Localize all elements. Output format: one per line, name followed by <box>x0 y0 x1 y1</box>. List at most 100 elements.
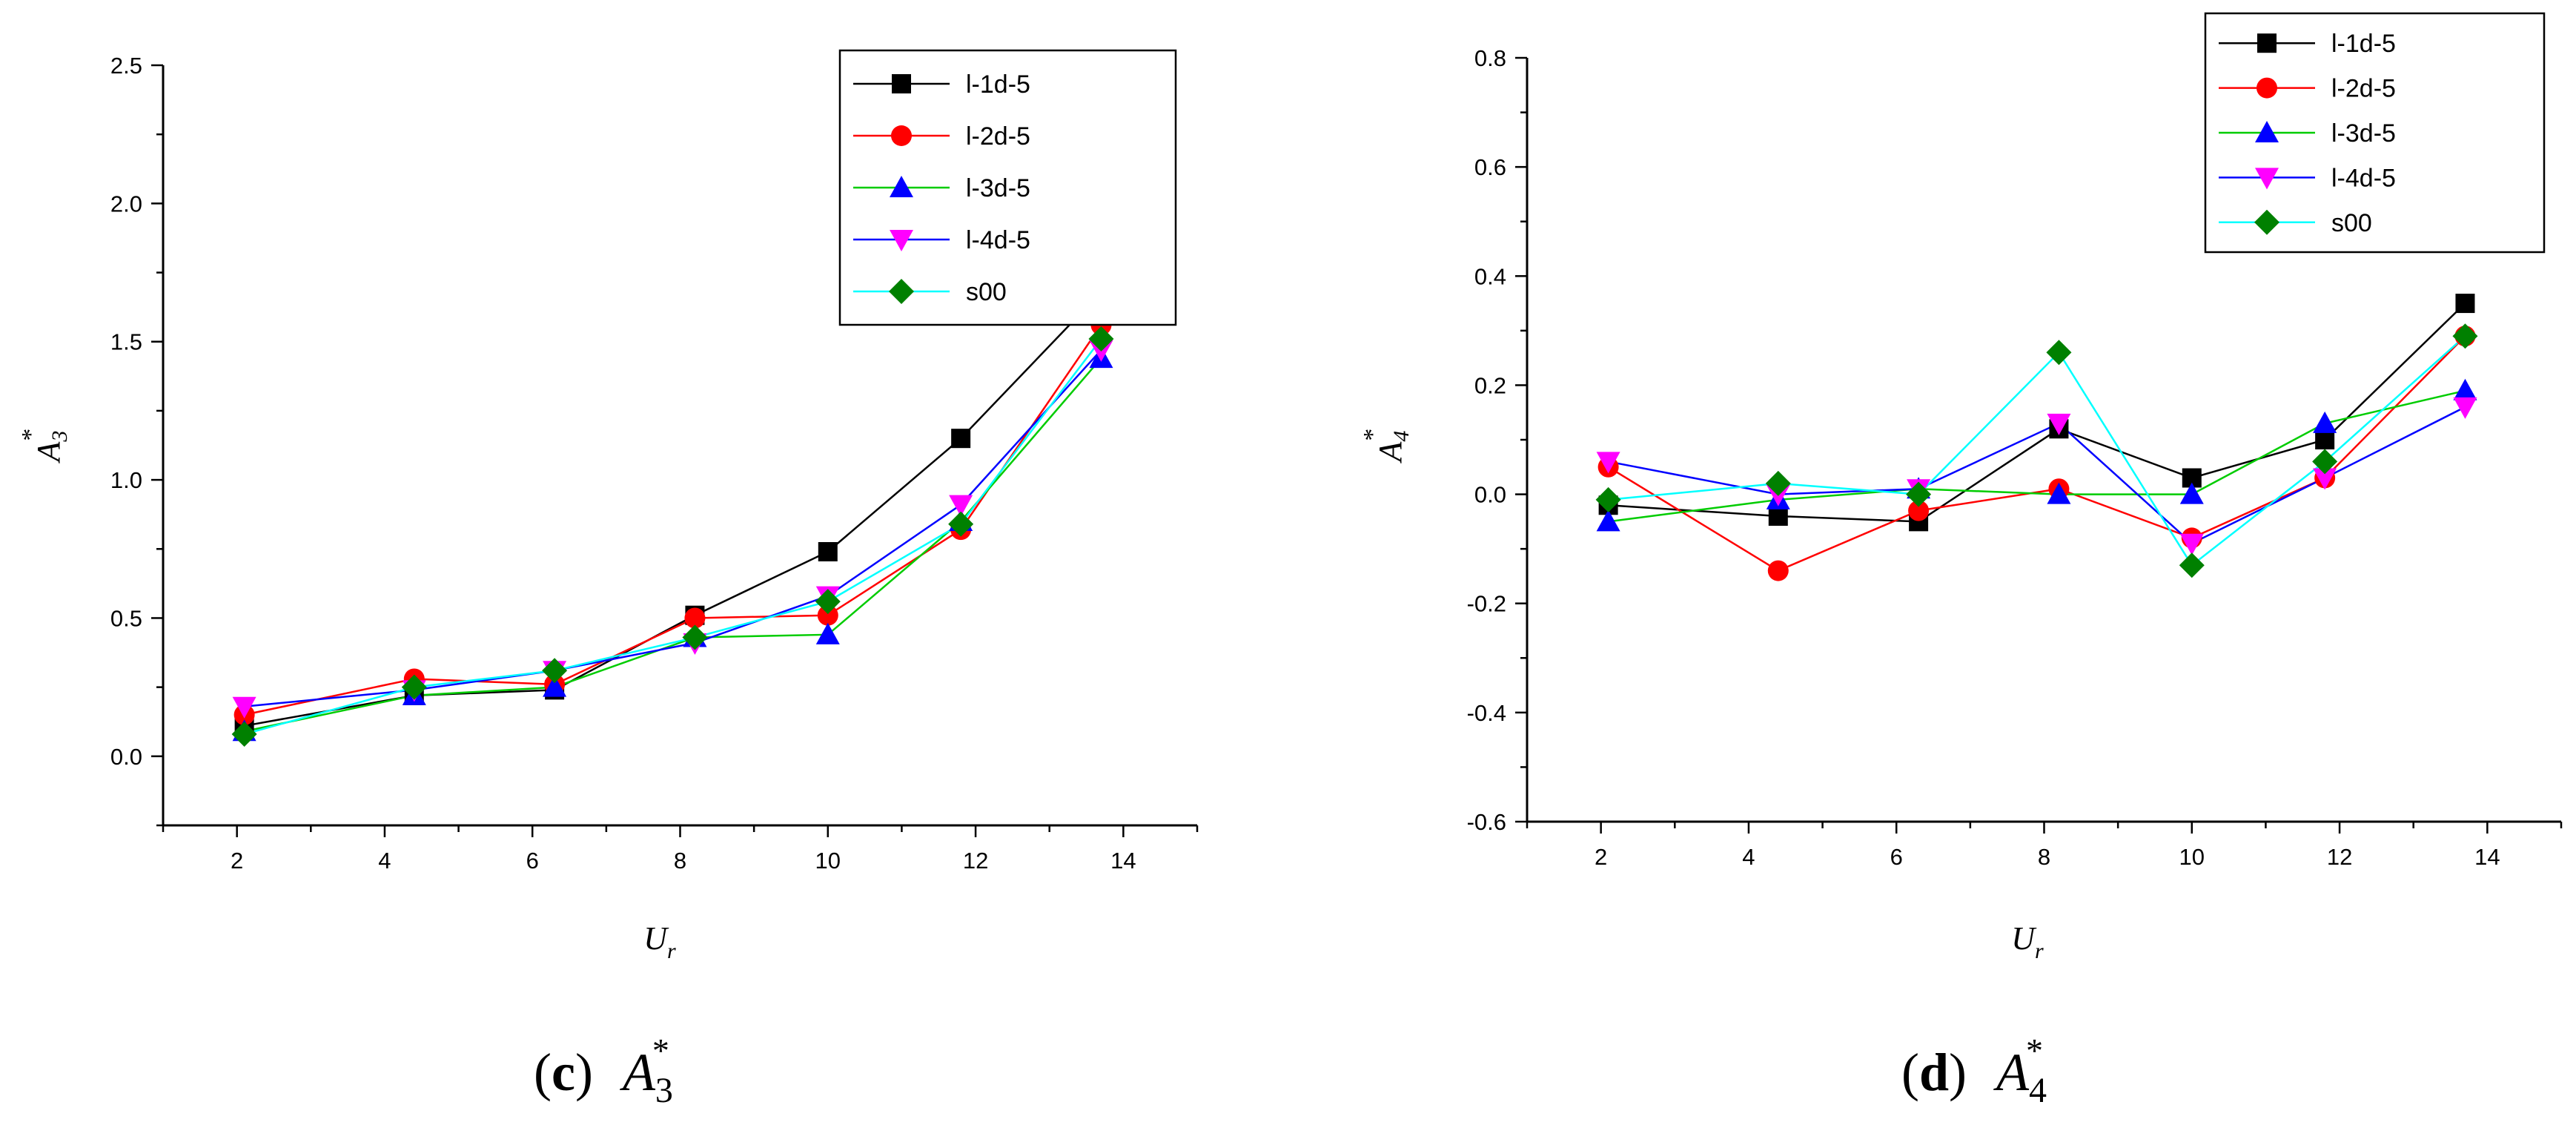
data-point-l-1d-5 <box>2315 430 2335 449</box>
chart-panel-c: 2 4 6 8 10 12 14 0.0 0.5 1.0 1.5 2.0 2.5 l-1d-5 l-2d-5… <box>17 49 1199 1110</box>
legend-marker-s00 <box>2254 209 2279 235</box>
caption-close-paren: ) <box>1949 1043 1967 1102</box>
legend-marker-l-1d-5 <box>892 74 911 93</box>
caption-close-paren: ) <box>575 1043 593 1102</box>
caption-star: * <box>2026 1032 2043 1069</box>
y-tick-label: 1.5 <box>110 329 142 355</box>
y-tick-label: 0.5 <box>110 605 142 631</box>
data-point-s00 <box>948 511 974 537</box>
data-point-l-2d-5 <box>1908 500 1930 521</box>
data-point-l-3d-5 <box>543 675 567 697</box>
data-point-l-1d-5 <box>1768 506 1788 526</box>
legend-marker-l-4d-5 <box>890 230 913 251</box>
data-point-s00 <box>2179 552 2205 578</box>
series-line-l-2d-5 <box>244 324 1102 716</box>
x-axis-label: Ur <box>643 920 676 963</box>
caption-sub: 3 <box>655 1071 673 1110</box>
legend-label-l-1d-5: l-1d-5 <box>2331 30 2396 58</box>
y-axis-label: A3* <box>17 429 72 464</box>
data-point-l-1d-5 <box>818 542 838 561</box>
legend-marker-s00 <box>889 279 914 304</box>
x-tick-label: 12 <box>963 848 988 874</box>
y-tick-label: 0.2 <box>1474 372 1506 398</box>
x-tick-label: 12 <box>2327 844 2352 870</box>
y-tick-label: 0.0 <box>110 744 142 770</box>
caption-open-paren: ( <box>534 1043 552 1102</box>
caption-letter: c <box>552 1043 575 1102</box>
legend-marker-l-2d-5 <box>891 125 912 146</box>
series-line-s00 <box>1608 335 2466 567</box>
series-line-s00 <box>244 338 1102 736</box>
caption-open-paren: ( <box>1901 1043 1919 1102</box>
x-tick-label: 8 <box>674 848 686 874</box>
y-axis-label: A4* <box>1359 429 1414 464</box>
y-axis-label-sub: 4 <box>1389 431 1414 442</box>
x-axis-label-sub: r <box>2035 939 2044 963</box>
data-point-s00 <box>1765 470 1791 496</box>
y-tick-label: 0.6 <box>1474 154 1506 180</box>
series-line-l-4d-5 <box>244 349 1102 707</box>
x-tick-label: 10 <box>815 848 841 874</box>
data-point-s00 <box>815 589 841 615</box>
data-point-s00 <box>1906 481 1932 507</box>
series-line-l-2d-5 <box>1607 335 2466 572</box>
legend-marker-l-3d-5 <box>2255 121 2279 142</box>
chart-panel-d: 2 4 6 8 10 12 14 -0.6 -0.4 -0.2 0.0 0.2 0.4 0.6 0.8 l-1… <box>1359 12 2563 1110</box>
legend-marker-l-4d-5 <box>2255 168 2279 190</box>
series-line-l-3d-5 <box>1608 389 2466 523</box>
data-point-l-1d-5 <box>951 429 971 449</box>
caption-var: A <box>1993 1043 2030 1102</box>
data-point-l-4d-5 <box>2453 397 2477 419</box>
x-tick-label: 8 <box>2038 844 2050 870</box>
data-point-s00 <box>2452 323 2478 349</box>
series-line-l-3d-5 <box>244 357 1102 733</box>
x-tick-label: 6 <box>526 848 539 874</box>
data-point-s00 <box>231 722 257 747</box>
y-axis-label-star: * <box>1359 429 1386 441</box>
legend-marker-l-3d-5 <box>890 176 913 197</box>
data-point-l-2d-5 <box>684 607 706 629</box>
legend-label-l-4d-5: l-4d-5 <box>966 226 1030 254</box>
y-axis-label-var: A <box>30 440 67 463</box>
x-tick-label: 14 <box>2474 844 2500 870</box>
data-point-l-4d-5 <box>2313 468 2337 490</box>
x-tick-label: 4 <box>378 848 391 874</box>
y-axis-label-sub: 3 <box>47 431 72 443</box>
x-tick-label: 2 <box>231 848 243 874</box>
data-point-l-4d-5 <box>2047 413 2071 435</box>
data-point-s00 <box>682 624 708 650</box>
caption-letter: d <box>1919 1043 1949 1102</box>
data-point-s00 <box>2046 340 2072 366</box>
caption-sub: 4 <box>2029 1071 2047 1110</box>
y-tick-label: 1.0 <box>110 467 142 493</box>
data-point-s00 <box>542 658 568 684</box>
data-point-l-2d-5 <box>817 604 838 626</box>
data-point-l-4d-5 <box>949 495 973 517</box>
legend-label-l-1d-5: l-1d-5 <box>966 70 1030 99</box>
x-tick-label: 6 <box>1890 844 1903 870</box>
x-tick-label: 14 <box>1110 848 1136 874</box>
x-tick-label: 4 <box>1742 844 1755 870</box>
data-point-l-2d-5 <box>1767 560 1789 581</box>
x-axis-label-sub: r <box>667 939 676 963</box>
legend-marker-l-1d-5 <box>2257 33 2277 53</box>
data-point-l-3d-5 <box>2313 411 2337 433</box>
y-tick-label: -0.4 <box>1467 700 1506 726</box>
data-point-s00 <box>2312 449 2338 475</box>
legend-label-l-2d-5: l-2d-5 <box>2331 75 2396 103</box>
data-point-s00 <box>1595 486 1621 512</box>
legend-label-l-2d-5: l-2d-5 <box>966 122 1030 151</box>
data-point-l-4d-5 <box>1596 452 1620 474</box>
y-tick-label: 0.0 <box>1474 482 1506 508</box>
legend-label-s00: s00 <box>966 278 1007 306</box>
data-point-l-3d-5 <box>2047 482 2071 504</box>
x-axis-label-var: U <box>643 920 669 957</box>
data-point-l-3d-5 <box>1596 509 1620 532</box>
data-point-l-3d-5 <box>2453 378 2477 400</box>
x-axis-label-var: U <box>2011 920 2037 957</box>
panel-caption: (d) A4* <box>1901 1032 2047 1110</box>
y-tick-label: 2.0 <box>110 191 142 217</box>
y-tick-label: 0.4 <box>1474 263 1506 289</box>
x-tick-label: 2 <box>1595 844 1607 870</box>
